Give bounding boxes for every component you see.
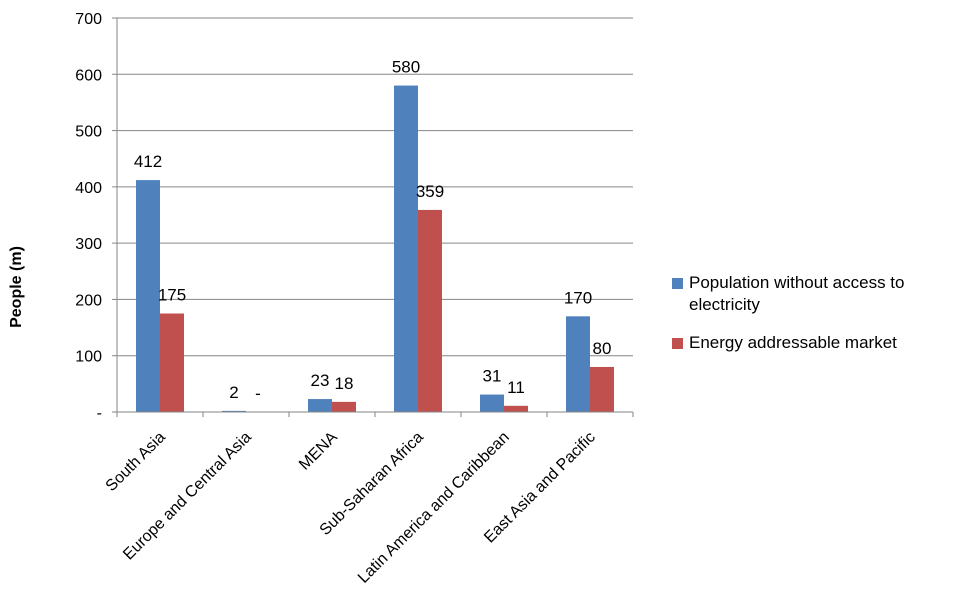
data-label-series-2: - <box>255 384 261 403</box>
data-label-series-1: 23 <box>311 371 330 390</box>
bar-series-1 <box>222 410 246 412</box>
y-tick-label: - <box>97 405 102 422</box>
data-label-series-2: 18 <box>335 374 354 393</box>
data-label-series-1: 170 <box>564 288 592 307</box>
data-label-series-1: 2 <box>229 383 238 402</box>
bars <box>136 85 614 413</box>
y-tick-label: 200 <box>75 292 102 309</box>
legend-swatch-population <box>672 278 683 289</box>
y-tick-label: 100 <box>75 349 102 366</box>
bar-series-1 <box>136 180 160 412</box>
data-label-series-1: 31 <box>483 367 502 386</box>
bar-series-2 <box>160 313 184 412</box>
bar-series-1 <box>480 394 504 412</box>
x-tick-label: Latin America and Caribbean <box>355 429 513 587</box>
data-label-series-1: 412 <box>134 152 162 171</box>
bar-series-2 <box>418 209 442 412</box>
bar-series-2 <box>590 366 614 412</box>
y-tick-label: 600 <box>75 67 102 84</box>
data-labels: 412 175 2 - 23 18 580 359 31 11 170 80 <box>134 58 612 403</box>
bar-series-1 <box>308 399 332 412</box>
legend-swatch-energy-market <box>672 338 683 349</box>
data-label-series-1: 580 <box>392 58 420 77</box>
data-label-series-2: 359 <box>416 182 444 201</box>
data-label-series-2: 80 <box>593 339 612 358</box>
legend: Population without access to electricity… <box>672 272 952 370</box>
x-tick-label: South Asia <box>103 429 169 495</box>
data-label-series-2: 11 <box>507 378 525 397</box>
data-label-series-2: 175 <box>158 286 186 305</box>
bar-series-2 <box>332 401 356 412</box>
bar-series-1 <box>394 85 418 413</box>
bar-series-1 <box>566 316 590 412</box>
x-tick-label: MENA <box>296 429 341 474</box>
y-tick-label: 500 <box>75 124 102 141</box>
y-axis-ticks: - 100 200 300 400 500 600 700 <box>75 11 102 422</box>
y-tick-label: 700 <box>75 11 102 28</box>
y-tick-label: 300 <box>75 236 102 253</box>
y-axis-label: People (m) <box>8 246 25 328</box>
legend-item-population: Population without access to electricity <box>672 272 952 316</box>
axes <box>112 17 634 417</box>
legend-item-energy-market: Energy addressable market <box>672 332 952 354</box>
gridlines <box>117 17 633 357</box>
y-tick-label: 400 <box>75 180 102 197</box>
legend-label-energy-market: Energy addressable market <box>689 333 897 352</box>
legend-label-population: Population without access to electricity <box>689 273 905 314</box>
bar-series-2 <box>504 405 528 412</box>
